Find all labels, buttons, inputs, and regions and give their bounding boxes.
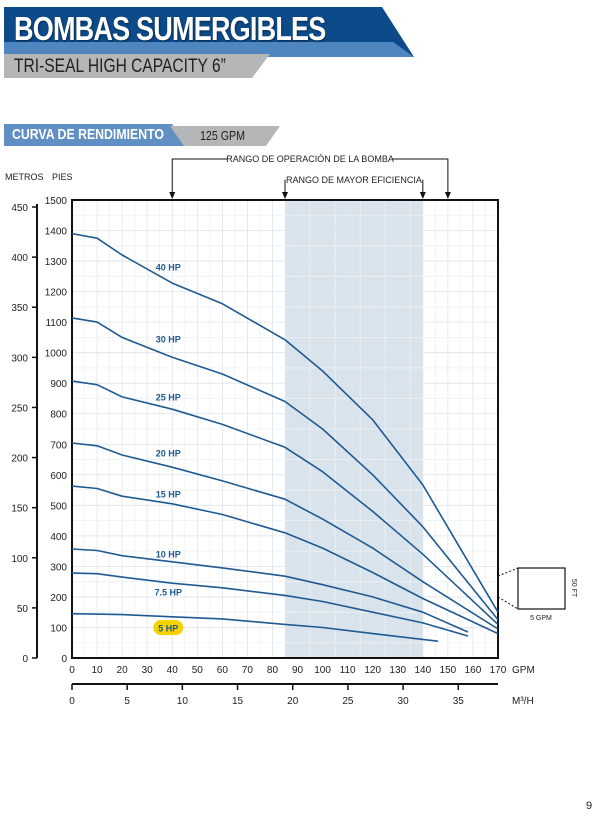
x-tick-label: 0	[69, 665, 75, 676]
curve-25-hp	[71, 380, 499, 625]
scale-x-label: 5 GPM	[530, 615, 552, 622]
curve-label: 25 HP	[156, 392, 181, 402]
y2-axis-label: METROS	[5, 172, 44, 182]
efficiency-range-label: RANGO DE MAYOR EFICIENCIA	[286, 175, 422, 185]
x-tick-label: 90	[292, 665, 304, 676]
metros-tick-label: 450	[11, 203, 28, 214]
metros-tick-label: 150	[11, 504, 28, 515]
metros-tick-label: 50	[17, 604, 29, 615]
y-tick-label: 800	[50, 410, 67, 421]
x-tick-label: 110	[340, 665, 356, 676]
operating-range-line-right	[392, 158, 449, 196]
x-tick-label: 80	[267, 665, 279, 676]
curve-30-hp	[71, 317, 499, 621]
m3h-tick-label: 10	[177, 696, 189, 707]
y-tick-label: 0	[61, 654, 67, 665]
curve-label: 30 HP	[156, 334, 181, 344]
x-tick-label: 170	[490, 665, 507, 676]
efficiency-range-arrow-icon	[419, 192, 426, 199]
x-tick-label: 130	[389, 665, 406, 676]
x-tick-label: 160	[465, 665, 482, 676]
metros-tick-label: 350	[11, 303, 28, 314]
scale-box	[517, 567, 566, 610]
curve-5-hp	[71, 612, 438, 642]
m3h-tick-label: 5	[124, 696, 130, 707]
metros-tick-label: 250	[11, 403, 28, 414]
curve-label: 7.5 HP	[154, 588, 182, 598]
x-axis-label: GPM	[512, 665, 535, 676]
x-tick-label: 40	[167, 665, 179, 676]
m3h-tick-label: 20	[287, 696, 299, 707]
x-tick-label: 10	[91, 665, 103, 676]
section-tab	[4, 124, 188, 146]
operating-range-arrow-icon	[444, 192, 451, 199]
scale-y-label: 50 FT	[570, 579, 577, 598]
operating-range-label: RANGO DE OPERACIÓN DE LA BOMBA	[226, 154, 394, 164]
x-tick-label: 50	[192, 665, 204, 676]
scale-dash	[497, 567, 519, 577]
y-tick-label: 200	[50, 593, 67, 604]
m3h-tick-label: 15	[232, 696, 244, 707]
plot-frame	[71, 199, 499, 659]
highlight-badge	[153, 620, 184, 636]
page-subtitle: TRI-SEAL HIGH CAPACITY 6”	[14, 56, 226, 77]
y-tick-label: 1200	[45, 288, 68, 299]
metros-tick-label: 0	[22, 654, 28, 665]
metros-tick-label: 400	[11, 253, 28, 264]
curve-label: 20 HP	[156, 448, 181, 458]
metros-tick-label: 300	[11, 353, 28, 364]
y-tick-label: 900	[50, 379, 67, 390]
m3h-tick-label: 35	[453, 696, 465, 707]
y-tick-label: 700	[50, 440, 67, 451]
y-tick-label: 1100	[45, 318, 67, 329]
y-tick-label: 600	[50, 471, 67, 482]
y-tick-label: 1000	[45, 349, 68, 360]
curve-label: 15 HP	[156, 490, 181, 500]
page-number: 9	[586, 800, 593, 812]
operating-range-line-left	[171, 158, 229, 196]
y-tick-label: 300	[50, 562, 67, 573]
curve-label: 40 HP	[156, 263, 181, 273]
metros-tick-label: 200	[11, 454, 28, 465]
curve-7-5-hp	[71, 572, 469, 637]
operating-range-arrow-icon	[169, 192, 176, 199]
m3h-tick-label: 25	[342, 696, 354, 707]
x-tick-label: 30	[142, 665, 154, 676]
x-tick-label: 60	[217, 665, 229, 676]
section-title: CURVA DE RENDIMIENTO	[12, 126, 164, 143]
x-tick-label: 140	[414, 665, 431, 676]
efficiency-range-arrow-icon	[282, 192, 288, 199]
m3h-tick-label: 0	[69, 696, 75, 707]
y-tick-label: 100	[50, 623, 67, 634]
metros-tick-label: 100	[11, 554, 28, 565]
scale-dash	[497, 596, 519, 610]
curve-15-hp	[71, 485, 499, 635]
x-tick-label: 120	[364, 665, 381, 676]
page-title: BOMBAS SUMERGIBLES	[14, 10, 326, 47]
x2-axis-label: M³/H	[512, 696, 534, 707]
y-tick-label: 500	[50, 501, 67, 512]
curve-20-hp	[71, 442, 499, 630]
y-tick-label: 1300	[45, 257, 68, 268]
x-tick-label: 20	[117, 665, 129, 676]
curve-label: 10 HP	[156, 549, 181, 559]
curve-40-hp	[71, 232, 499, 613]
y-tick-label: 1400	[45, 227, 68, 238]
m3h-tick-label: 30	[398, 696, 410, 707]
x-tick-label: 150	[440, 665, 457, 676]
title-banner-stripe	[4, 42, 414, 57]
section-flow: 125 GPM	[200, 128, 246, 143]
curve-10-hp	[71, 548, 469, 633]
curve-label: 5 HP	[158, 624, 178, 634]
y-tick-label: 400	[50, 532, 67, 543]
flow-tab	[170, 126, 280, 146]
y-axis-label: PIES	[52, 172, 73, 182]
subtitle-bar	[4, 54, 270, 78]
y-tick-label: 1500	[45, 196, 68, 207]
x-tick-label: 100	[314, 665, 331, 676]
x-tick-label: 70	[242, 665, 254, 676]
